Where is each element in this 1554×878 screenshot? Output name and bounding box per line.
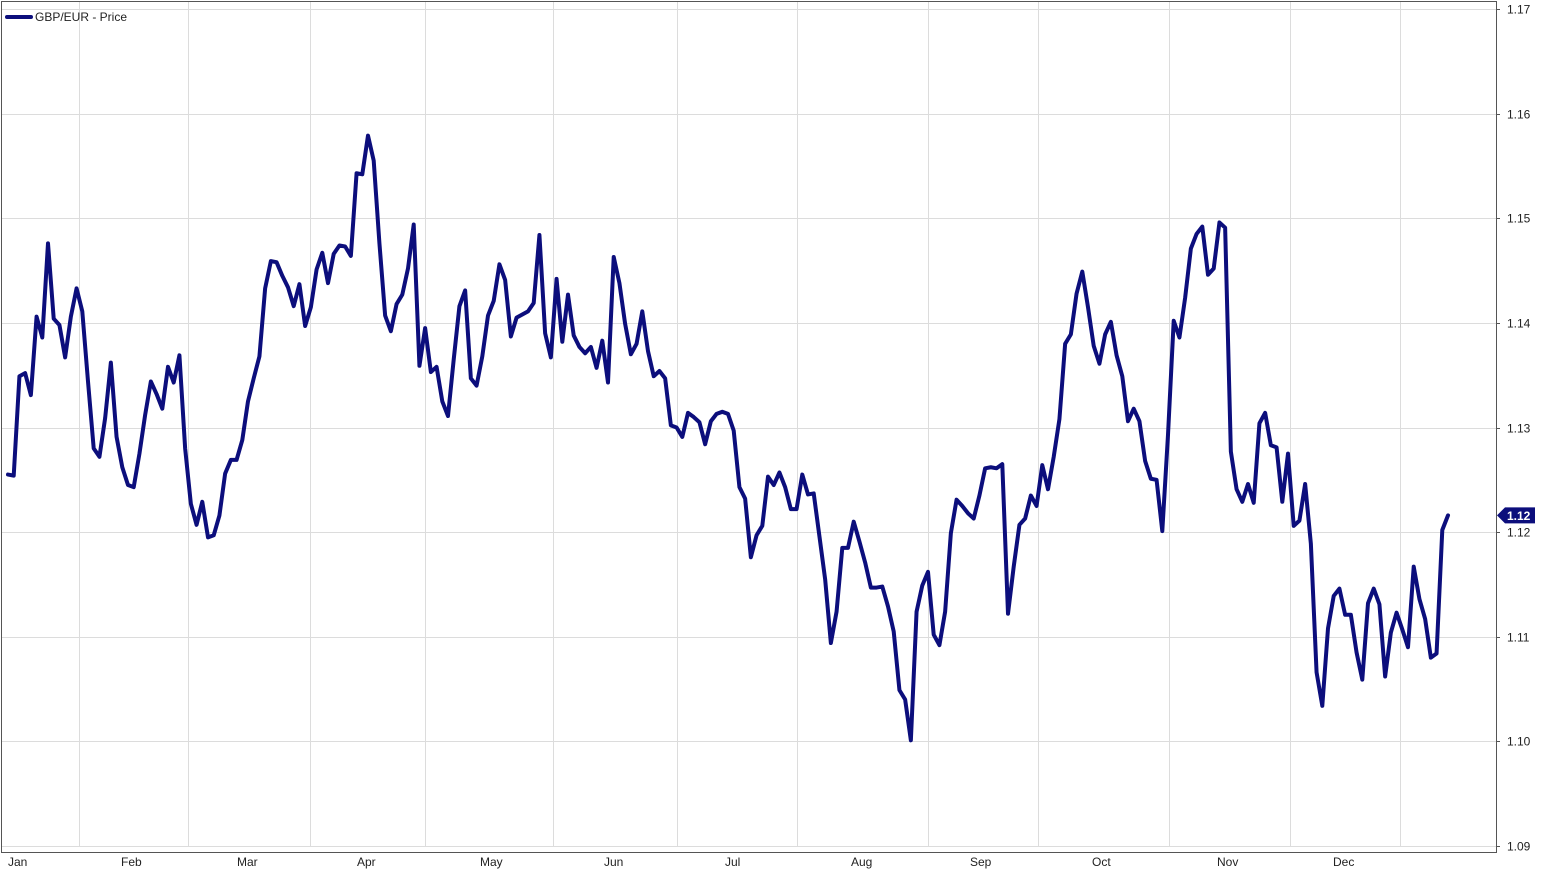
y-axis-ticks: 1.09 1.10 1.11 1.12 1.13 1.14 1.15 1.16 1.17 xyxy=(1496,3,1531,854)
last-value-label: 1.12 xyxy=(1507,509,1531,523)
x-tick-label: Oct xyxy=(1092,855,1111,869)
x-tick-label: Aug xyxy=(851,855,872,869)
x-tick-label: Apr xyxy=(357,855,376,869)
last-value-tag xyxy=(1497,507,1535,524)
y-tick-label: 1.13 xyxy=(1507,422,1531,436)
last-value-marker: 1.12 xyxy=(1497,507,1535,524)
horizontal-gridlines xyxy=(2,9,1496,847)
y-tick-label: 1.14 xyxy=(1507,317,1531,331)
x-axis-ticks: Jan Feb Mar Apr May Jun Jul Aug Sep Oct Nov Dec xyxy=(8,855,1354,869)
y-tick-label: 1.10 xyxy=(1507,735,1531,749)
x-tick-label: Dec xyxy=(1333,855,1354,869)
x-tick-label: Feb xyxy=(121,855,142,869)
y-tick-label: 1.09 xyxy=(1507,840,1531,854)
x-tick-label: Jul xyxy=(725,855,740,869)
x-tick-label: Jan xyxy=(8,855,27,869)
x-tick-label: Sep xyxy=(970,855,992,869)
x-tick-label: Mar xyxy=(237,855,258,869)
x-tick-label: May xyxy=(480,855,503,869)
x-tick-label: Nov xyxy=(1217,855,1238,869)
plot-border xyxy=(1,1,1497,853)
legend-label: GBP/EUR - Price xyxy=(35,10,127,24)
y-tick-label: 1.15 xyxy=(1507,212,1531,226)
x-tick-label: Jun xyxy=(604,855,623,869)
y-tick-label: 1.17 xyxy=(1507,3,1531,17)
y-tick-label: 1.11 xyxy=(1507,631,1530,645)
series-line xyxy=(6,133,1450,743)
y-tick-label: 1.16 xyxy=(1507,108,1531,122)
y-tick-label: 1.12 xyxy=(1507,526,1531,540)
vertical-gridlines xyxy=(79,1,1401,846)
legend: GBP/EUR - Price xyxy=(5,10,127,24)
series-group xyxy=(6,133,1450,743)
